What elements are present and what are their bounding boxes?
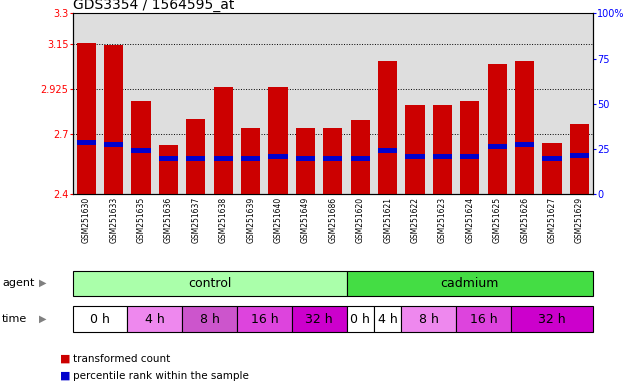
Bar <box>351 120 370 194</box>
Bar <box>378 61 398 194</box>
Bar <box>159 156 178 161</box>
Text: 0 h: 0 h <box>90 313 110 326</box>
Bar <box>433 105 452 194</box>
Bar <box>268 154 288 159</box>
Bar <box>351 156 370 161</box>
Bar <box>159 145 178 194</box>
Text: 32 h: 32 h <box>305 313 333 326</box>
Text: ■: ■ <box>60 371 71 381</box>
Text: transformed count: transformed count <box>73 354 170 364</box>
Text: 4 h: 4 h <box>378 313 398 326</box>
Bar <box>323 128 343 194</box>
Bar <box>77 43 96 194</box>
Text: cadmium: cadmium <box>440 277 499 290</box>
Bar <box>104 45 123 194</box>
Text: 16 h: 16 h <box>251 313 278 326</box>
Bar <box>214 156 233 161</box>
Bar <box>268 87 288 194</box>
Bar <box>515 142 534 147</box>
Bar <box>515 61 534 194</box>
Text: percentile rank within the sample: percentile rank within the sample <box>73 371 249 381</box>
Bar <box>488 144 507 149</box>
Text: 8 h: 8 h <box>199 313 220 326</box>
Bar <box>570 124 589 194</box>
Bar <box>296 128 315 194</box>
Bar <box>241 128 260 194</box>
Text: 16 h: 16 h <box>469 313 497 326</box>
Text: 4 h: 4 h <box>145 313 165 326</box>
Bar <box>406 154 425 159</box>
Bar <box>214 87 233 194</box>
Bar <box>460 101 480 194</box>
Bar <box>378 148 398 153</box>
Bar <box>543 156 562 161</box>
Bar <box>406 105 425 194</box>
Bar <box>241 156 260 161</box>
Bar <box>131 101 151 194</box>
Bar <box>570 154 589 158</box>
Bar <box>77 141 96 145</box>
Text: 8 h: 8 h <box>419 313 439 326</box>
Bar <box>104 142 123 147</box>
Bar <box>186 156 206 161</box>
Bar <box>186 119 206 194</box>
Text: control: control <box>188 277 231 290</box>
Bar <box>323 156 343 161</box>
Text: ▶: ▶ <box>39 314 47 324</box>
Text: 0 h: 0 h <box>350 313 370 326</box>
Bar <box>296 156 315 161</box>
Bar <box>543 143 562 194</box>
Bar <box>488 64 507 194</box>
Text: ▶: ▶ <box>39 278 47 288</box>
Text: agent: agent <box>2 278 34 288</box>
Text: time: time <box>2 314 27 324</box>
Bar <box>131 148 151 153</box>
Text: 32 h: 32 h <box>538 313 566 326</box>
Bar <box>460 154 480 159</box>
Text: GDS3354 / 1564595_at: GDS3354 / 1564595_at <box>73 0 234 12</box>
Text: ■: ■ <box>60 354 71 364</box>
Bar <box>433 154 452 159</box>
